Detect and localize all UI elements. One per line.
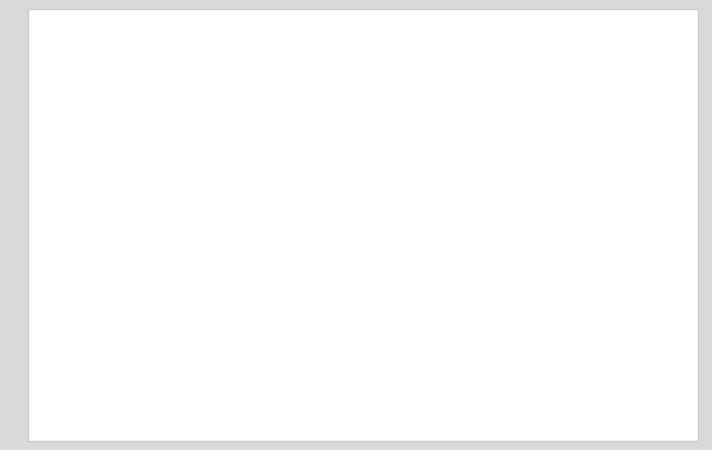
All 28 xyxy=(236,191,244,197)
All 28 xyxy=(285,209,293,214)
Borås xyxy=(187,108,195,113)
Line: Borås: Borås xyxy=(93,98,533,172)
Borås xyxy=(480,169,488,175)
Borås xyxy=(89,152,98,158)
All 28 xyxy=(138,204,147,210)
Borås xyxy=(333,165,342,171)
Borås xyxy=(431,156,440,162)
Borås xyxy=(285,112,293,118)
Legend: Borås, All 28: Borås, All 28 xyxy=(568,131,666,189)
Borås xyxy=(236,95,244,100)
All 28 xyxy=(187,217,195,223)
Line: All 28: All 28 xyxy=(93,194,533,220)
Borås xyxy=(138,122,147,127)
Borås xyxy=(529,169,538,175)
All 28 xyxy=(382,204,391,210)
Title: Share of int'l PhD students: Share of int'l PhD students xyxy=(184,22,443,41)
All 28 xyxy=(480,204,488,210)
Borås xyxy=(382,148,391,153)
All 28 xyxy=(529,204,538,210)
All 28 xyxy=(333,209,342,214)
All 28 xyxy=(431,204,440,210)
All 28 xyxy=(89,213,98,219)
